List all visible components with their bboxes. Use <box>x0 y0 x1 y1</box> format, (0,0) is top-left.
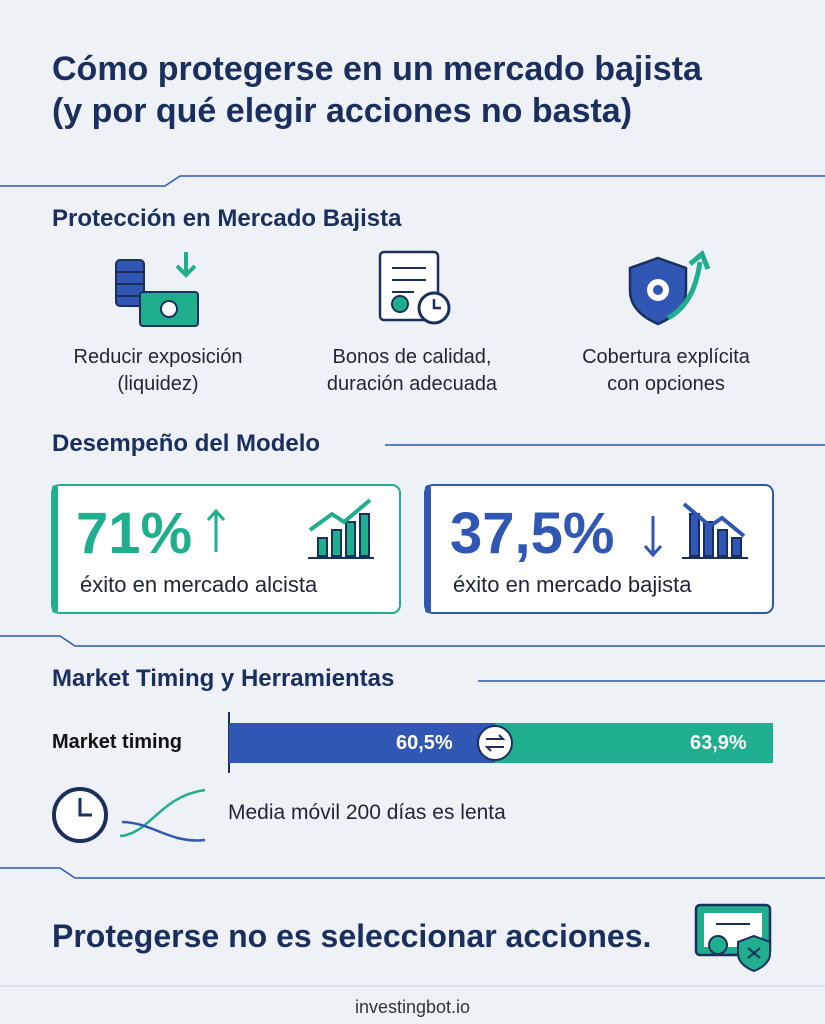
certificate-icon-part <box>708 935 728 955</box>
title: (y por qué elegir acciones no basta) <box>52 92 633 130</box>
card-accent <box>425 485 431 613</box>
note: Media móvil 200 días es lenta <box>228 801 506 824</box>
bond-icon <box>378 250 451 325</box>
bar-label: Market timing <box>52 731 183 753</box>
section-heading: Market Timing y Herramientas <box>52 665 395 692</box>
certificate-icon-part <box>747 947 761 959</box>
wave <box>119 788 206 838</box>
item-line: (liquidez) <box>117 373 199 395</box>
down-chart-icon-part <box>682 502 746 538</box>
swap-icon <box>477 725 513 761</box>
down-chart-icon-part <box>731 537 742 557</box>
down-chart-icon-part <box>689 513 700 557</box>
down-arrow <box>643 516 663 558</box>
divider <box>0 867 825 879</box>
conclusion: Protegerse no es seleccionar acciones. <box>52 918 652 954</box>
up-chart-icon-part <box>345 521 356 557</box>
item-line: Bonos de calidad, <box>332 346 492 368</box>
clock-hands <box>78 798 92 817</box>
title: Cómo protegerse en un mercado bajista <box>52 50 702 88</box>
card-caption: éxito en mercado alcista <box>80 572 318 597</box>
up-chart-icon-part <box>331 529 342 557</box>
cash-icon-part <box>175 252 197 278</box>
bar-value: 63,9% <box>690 732 747 754</box>
up-chart-icon-part <box>308 498 372 532</box>
down-chart-icon-part <box>717 529 728 557</box>
card-value: 37,5% <box>450 501 615 566</box>
up-chart-icon <box>308 498 374 559</box>
divider <box>0 175 825 187</box>
item: Cobertura explícita con opciones <box>536 344 796 398</box>
item: Bonos de calidad, duración adecuada <box>282 344 542 398</box>
card-value: 71% <box>76 501 193 566</box>
bar-right <box>495 723 773 763</box>
bar-left <box>229 723 495 763</box>
section-heading: Protección en Mercado Bajista <box>52 205 402 232</box>
swap-arrows <box>484 734 506 752</box>
cash-icon <box>115 252 199 327</box>
item-line: Reducir exposición <box>73 346 243 368</box>
wave <box>121 820 206 842</box>
hedge-icon-part <box>666 261 703 321</box>
section-heading: Desempeño del Modelo <box>52 430 321 457</box>
down-chart-icon-part <box>703 521 714 557</box>
card-accent <box>52 485 58 613</box>
up-chart-icon-part <box>317 537 328 557</box>
site: investingbot.io <box>354 997 471 1017</box>
bar-value: 60,5% <box>396 732 453 754</box>
card-caption: éxito en mercado bajista <box>453 572 692 597</box>
item-line: Cobertura explícita <box>582 346 750 368</box>
item-line: con opciones <box>607 373 725 395</box>
hedge-icon-part <box>688 249 711 270</box>
cash-icon-part <box>160 300 178 318</box>
up-arrow <box>206 508 226 552</box>
hedge-icon <box>628 249 711 326</box>
bond-icon-part <box>391 295 409 313</box>
item: Reducir exposición (liquidez) <box>28 344 288 398</box>
item-line: duración adecuada <box>326 373 498 395</box>
bond-icon-part <box>432 299 441 310</box>
up-chart-icon-part <box>359 513 370 557</box>
hedge-icon-part <box>653 285 663 295</box>
divider <box>0 635 825 647</box>
down-chart-icon <box>682 502 748 559</box>
certificate-icon <box>694 903 772 973</box>
